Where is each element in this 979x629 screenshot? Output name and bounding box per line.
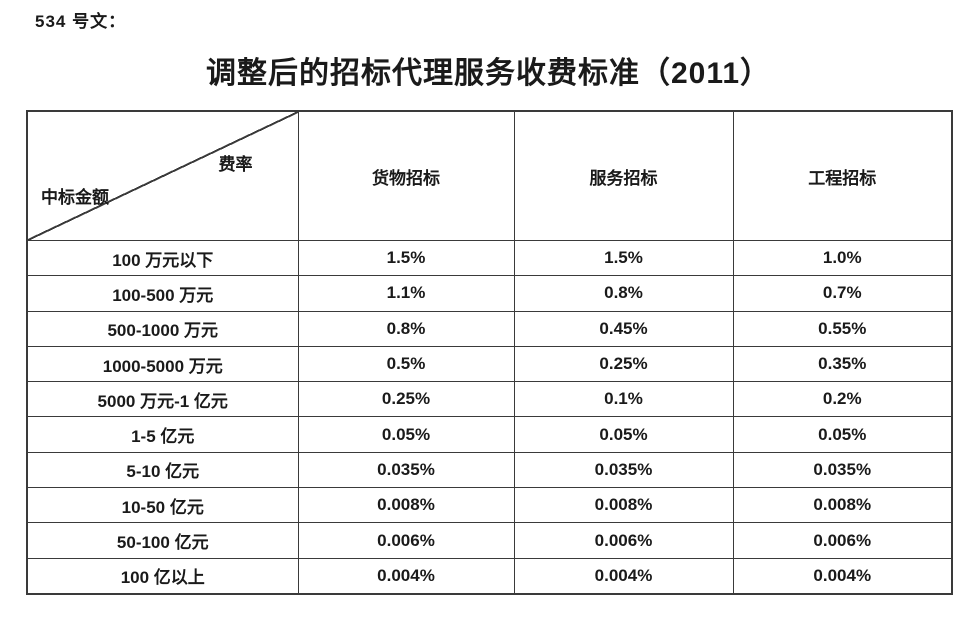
diagonal-corner-cell: 费率 中标金额: [26, 110, 299, 241]
table-row: 100-500 万元 1.1% 0.8% 0.7%: [26, 275, 953, 312]
fee-value-cell: 0.05%: [513, 416, 734, 453]
row-label-cell: 100-500 万元: [26, 275, 299, 312]
fee-value-cell: 0.45%: [513, 310, 734, 347]
fee-value-cell: 1.5%: [297, 239, 515, 277]
fee-value-cell: 1.5%: [513, 239, 734, 277]
table-row: 50-100 亿元 0.006% 0.006% 0.006%: [26, 522, 953, 559]
fee-value-cell: 0.8%: [513, 275, 734, 312]
fee-value-cell: 0.006%: [297, 522, 515, 559]
column-header-services: 服务招标: [513, 110, 734, 241]
row-label-cell: 5000 万元-1 亿元: [26, 381, 299, 418]
table-row: 100 万元以下 1.5% 1.5% 1.0%: [26, 239, 953, 277]
table-row: 1000-5000 万元 0.5% 0.25% 0.35%: [26, 345, 953, 383]
fee-value-cell: 0.004%: [513, 557, 734, 595]
row-label-cell: 10-50 亿元: [26, 487, 299, 524]
fee-value-cell: 0.25%: [297, 381, 515, 418]
row-label-cell: 5-10 亿元: [26, 451, 299, 489]
table-header-row: 费率 中标金额 货物招标 服务招标 工程招标: [26, 110, 953, 241]
fee-value-cell: 1.0%: [732, 239, 953, 277]
fee-standards-table: 费率 中标金额 货物招标 服务招标 工程招标 100 万元以下 1.5% 1.5…: [26, 110, 953, 595]
fee-value-cell: 0.035%: [513, 451, 734, 489]
fee-value-cell: 0.006%: [732, 522, 953, 559]
table-row: 5-10 亿元 0.035% 0.035% 0.035%: [26, 451, 953, 489]
row-label-cell: 1000-5000 万元: [26, 345, 299, 383]
fee-value-cell: 0.008%: [297, 487, 515, 524]
row-label-cell: 100 万元以下: [26, 239, 299, 277]
fee-value-cell: 0.004%: [732, 557, 953, 595]
fee-value-cell: 0.004%: [297, 557, 515, 595]
table-row: 5000 万元-1 亿元 0.25% 0.1% 0.2%: [26, 381, 953, 418]
corner-label-amount: 中标金额: [41, 188, 109, 207]
row-label-cell: 1-5 亿元: [26, 416, 299, 453]
fee-value-cell: 0.05%: [732, 416, 953, 453]
fee-value-cell: 0.35%: [732, 345, 953, 383]
fee-value-cell: 0.8%: [297, 310, 515, 347]
row-label-cell: 500-1000 万元: [26, 310, 299, 347]
fee-value-cell: 0.25%: [513, 345, 734, 383]
table-row: 500-1000 万元 0.8% 0.45% 0.55%: [26, 310, 953, 347]
doc-number-label: 534 号文：: [35, 12, 127, 31]
fee-value-cell: 0.55%: [732, 310, 953, 347]
fee-value-cell: 0.035%: [297, 451, 515, 489]
fee-value-cell: 0.006%: [513, 522, 734, 559]
page-title: 调整后的招标代理服务收费标准（2011）: [205, 57, 772, 90]
fee-value-cell: 0.2%: [732, 381, 953, 418]
corner-label-rate: 费率: [218, 155, 253, 174]
fee-value-cell: 0.05%: [297, 416, 515, 453]
row-label-cell: 100 亿以上: [26, 557, 299, 595]
column-header-goods: 货物招标: [297, 110, 515, 241]
column-header-engineering: 工程招标: [732, 110, 953, 241]
fee-value-cell: 0.008%: [732, 487, 953, 524]
fee-value-cell: 0.008%: [513, 487, 734, 524]
fee-value-cell: 0.7%: [732, 275, 953, 312]
table-row: 1-5 亿元 0.05% 0.05% 0.05%: [26, 416, 953, 453]
fee-value-cell: 1.1%: [297, 275, 515, 312]
table-row: 100 亿以上 0.004% 0.004% 0.004%: [26, 557, 953, 595]
fee-value-cell: 0.1%: [513, 381, 734, 418]
row-label-cell: 50-100 亿元: [26, 522, 299, 559]
fee-value-cell: 0.5%: [297, 345, 515, 383]
fee-value-cell: 0.035%: [732, 451, 953, 489]
table-row: 10-50 亿元 0.008% 0.008% 0.008%: [26, 487, 953, 524]
